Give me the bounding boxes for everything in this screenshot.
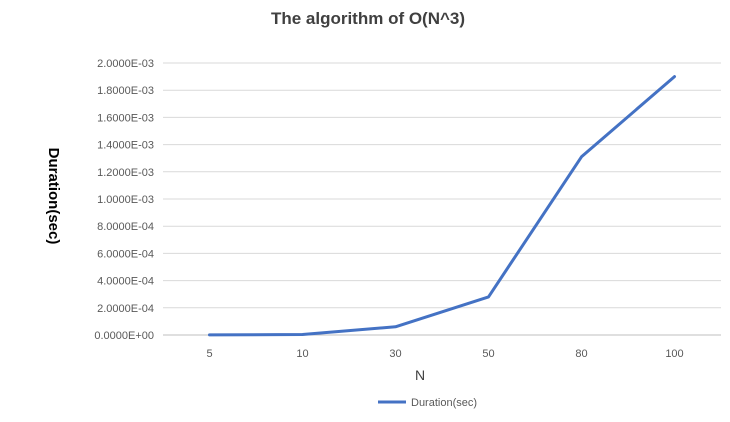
y-tick-labels: 0.0000E+00 2.0000E-04 4.0000E-04 6.0000E-04… (94, 58, 154, 342)
legend: Duration(sec) (378, 397, 477, 409)
x-tick-label: 80 (575, 348, 587, 360)
y-tick-label: 1.6000E-03 (97, 112, 154, 124)
y-tick-label: 8.0000E-04 (97, 221, 154, 233)
y-tick-label: 1.8000E-03 (97, 85, 154, 97)
x-tick-label: 30 (389, 348, 401, 360)
legend-label: Duration(sec) (411, 397, 477, 409)
series-line (208, 75, 676, 337)
x-tick-label: 5 (206, 348, 212, 360)
chart-title: The algorithm of O(N^3) (271, 9, 465, 28)
y-tick-label: 0.0000E+00 (94, 330, 154, 342)
y-tick-label: 1.0000E-03 (97, 194, 154, 206)
y-axis-title: Duration(sec) (45, 148, 62, 245)
series (208, 75, 676, 337)
x-tick-label: 10 (296, 348, 308, 360)
y-tick-label: 2.0000E-03 (97, 58, 154, 70)
x-tick-label: 100 (665, 348, 683, 360)
y-tick-label: 1.4000E-03 (97, 140, 154, 152)
y-tick-label: 2.0000E-04 (97, 303, 154, 315)
y-tick-label: 6.0000E-04 (97, 248, 154, 260)
gridlines (163, 62, 721, 336)
x-tick-label: 50 (482, 348, 494, 360)
x-tick-labels: 5 10 30 50 80 100 (206, 348, 683, 360)
x-axis-title: N (415, 367, 425, 383)
y-tick-label: 1.2000E-03 (97, 167, 154, 179)
y-tick-label: 4.0000E-04 (97, 276, 154, 288)
